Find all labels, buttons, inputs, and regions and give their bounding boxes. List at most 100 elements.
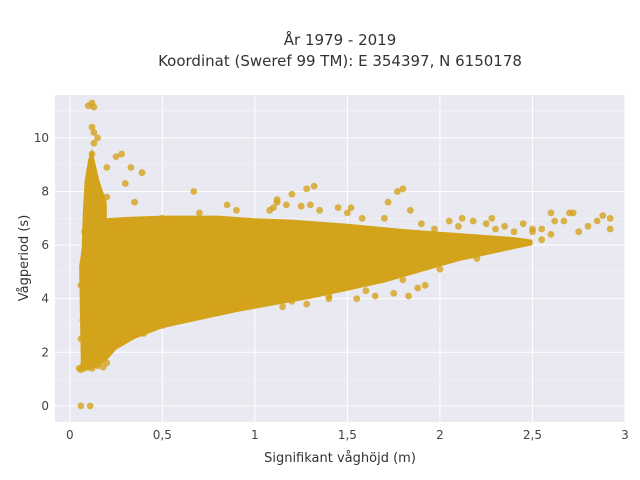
- scatter-point: [88, 365, 96, 372]
- y-tick-label: 4: [41, 292, 49, 306]
- x-tick-labels: 0 0,5 1 1,5 2 2,5 3: [66, 428, 629, 442]
- scatter-point: [506, 239, 514, 246]
- scatter-point: [81, 247, 88, 254]
- dense-point-cloud: [79, 215, 533, 370]
- scatter-point: [421, 281, 429, 289]
- scatter-point: [282, 201, 290, 209]
- y-tick-labels: 0 2 4 6 8 10: [34, 131, 49, 413]
- x-tick-label: 0: [66, 428, 74, 442]
- scatter-point: [325, 295, 333, 303]
- scatter-point: [127, 164, 135, 171]
- scatter-point: [84, 182, 92, 190]
- chart-title-line-1: År 1979 - 2019: [284, 30, 397, 49]
- scatter-point: [84, 201, 92, 209]
- scatter-point: [103, 164, 111, 171]
- scatter-point: [138, 169, 146, 177]
- scatter-point: [303, 300, 311, 308]
- scatter-point: [88, 123, 96, 131]
- scatter-point: [266, 206, 274, 214]
- x-axis-title: Signifikant våghöjd (m): [264, 451, 416, 466]
- scatter-point: [88, 150, 96, 158]
- scatter-point: [77, 281, 85, 289]
- x-tick-label: 1: [251, 428, 259, 442]
- scatter-point: [177, 316, 185, 324]
- dense-point-spike: [80, 148, 107, 278]
- scatter-point: [384, 198, 392, 206]
- scatter-point: [251, 300, 259, 308]
- scatter-point: [90, 129, 98, 136]
- scatter-point: [488, 214, 496, 222]
- scatter-point: [90, 139, 98, 147]
- scatter-point: [371, 292, 379, 300]
- scatter-point: [90, 103, 98, 111]
- scatter-point: [297, 202, 305, 210]
- scatter-point: [334, 204, 342, 212]
- scatter-point: [399, 185, 407, 193]
- scatter-point: [190, 188, 198, 195]
- x-tick-label: 0,5: [153, 428, 172, 442]
- scatter-point: [94, 362, 101, 370]
- scatter-point: [233, 206, 240, 214]
- scatter-point: [445, 217, 453, 225]
- scatter-point: [381, 214, 388, 222]
- x-tick-label: 2: [436, 428, 444, 442]
- scatter-point: [492, 225, 499, 233]
- scatter-point: [436, 265, 444, 273]
- y-tick-label: 0: [41, 399, 49, 413]
- scatter-point: [455, 222, 462, 230]
- scatter-point: [196, 311, 203, 319]
- scatter-point: [214, 306, 222, 313]
- scatter-point: [118, 150, 125, 158]
- scatter-point: [482, 220, 490, 228]
- scatter-point: [79, 316, 87, 324]
- scatter-point: [288, 298, 296, 305]
- chart-title-line-2: Koordinat (Sweref 99 TM): E 354397, N 61…: [158, 52, 522, 70]
- scatter-point: [414, 284, 422, 292]
- scatter-point: [279, 303, 286, 311]
- x-tick-label: 1,5: [338, 428, 357, 442]
- scatter-point: [529, 225, 536, 233]
- scatter-point: [538, 236, 546, 244]
- scatter-point: [223, 201, 231, 209]
- scatter-point: [140, 330, 148, 337]
- scatter-point: [599, 212, 607, 220]
- scatter-point: [560, 217, 568, 225]
- scatter-point: [77, 335, 85, 343]
- scatter-point: [458, 214, 466, 222]
- scatter-point: [86, 402, 94, 410]
- scatter-points: [75, 99, 614, 410]
- scatter-point: [519, 220, 527, 228]
- scatter-point: [547, 209, 555, 217]
- scatter-point: [77, 402, 85, 410]
- scatter-point: [569, 209, 577, 217]
- scatter-point: [344, 209, 351, 217]
- scatter-point: [81, 228, 88, 236]
- scatter-point: [316, 206, 323, 214]
- scatter-point: [347, 204, 355, 212]
- scatter-point: [418, 220, 425, 228]
- scatter-point: [606, 225, 614, 233]
- scatter-point: [158, 322, 166, 329]
- scatter-point: [103, 343, 111, 351]
- scatter-point: [83, 214, 90, 222]
- scatter-point: [121, 335, 129, 343]
- scatter-point: [362, 287, 370, 295]
- scatter-point: [551, 217, 559, 225]
- scatter-point: [103, 193, 111, 201]
- y-tick-label: 8: [41, 184, 49, 198]
- scatter-point: [288, 190, 296, 198]
- y-tick-label: 10: [34, 131, 49, 145]
- scatter-point: [547, 231, 555, 238]
- scatter-point: [390, 289, 398, 297]
- y-axis-title: Vågperiod (s): [17, 215, 32, 302]
- scatter-point: [86, 166, 94, 174]
- scatter-point: [538, 225, 546, 233]
- scatter-point: [405, 292, 412, 300]
- x-tick-label: 3: [621, 428, 629, 442]
- scatter-point: [307, 201, 314, 209]
- scatter-point: [473, 255, 481, 262]
- scatter-point: [431, 225, 438, 233]
- scatter-point: [303, 185, 311, 193]
- scatter-point: [121, 225, 129, 233]
